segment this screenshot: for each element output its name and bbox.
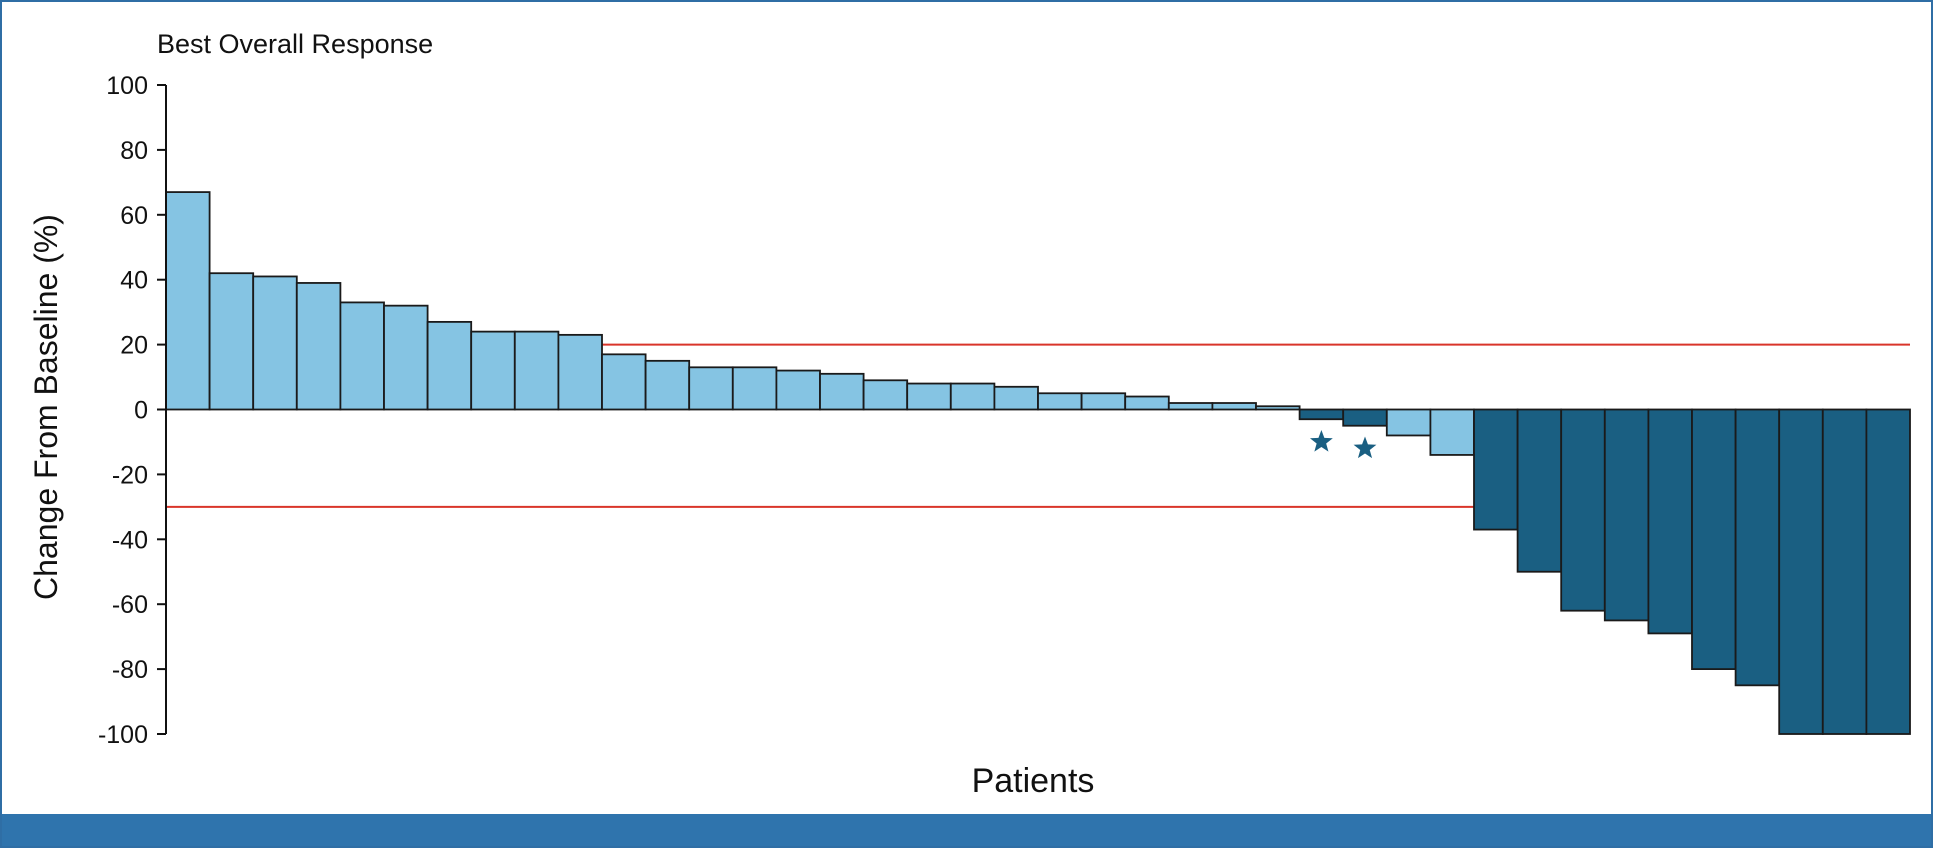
bar <box>1560 408 1606 612</box>
bar <box>1080 392 1127 411</box>
y-tick-label: 100 <box>106 72 148 100</box>
bar <box>1429 408 1475 456</box>
bar <box>1778 408 1824 735</box>
bar <box>949 382 996 411</box>
bar <box>208 272 255 411</box>
x-axis-label: Patients <box>972 762 1095 800</box>
y-tick-label: 0 <box>134 397 148 425</box>
footer-band <box>2 814 1931 846</box>
y-tick-label: -40 <box>112 526 148 554</box>
bar <box>1037 392 1083 411</box>
bar <box>601 353 647 411</box>
bar <box>688 366 734 411</box>
bar <box>906 382 952 411</box>
bar <box>862 379 909 411</box>
bar <box>1255 405 1301 411</box>
bar <box>165 191 211 411</box>
bar <box>1473 408 1519 531</box>
y-tick-label: -80 <box>112 656 148 684</box>
star-markers <box>1309 429 1377 459</box>
bar <box>295 282 342 411</box>
bar <box>1342 408 1388 427</box>
star-marker <box>1309 429 1333 452</box>
bar <box>1647 408 1693 635</box>
bar <box>1211 402 1257 411</box>
y-tick-label: 60 <box>120 202 148 230</box>
bar <box>557 333 603 411</box>
bar <box>819 372 865 411</box>
bar <box>252 275 298 411</box>
bar <box>1124 395 1170 411</box>
bar <box>731 366 778 411</box>
y-ticks: 100 80 60 40 20 0 -20 -40 -60 -80 -100 <box>98 72 166 749</box>
y-tick-label: -100 <box>98 721 148 749</box>
bar <box>1865 408 1911 735</box>
y-tick-label: -20 <box>112 461 148 489</box>
y-tick-label: 20 <box>120 332 148 360</box>
y-tick-label: 80 <box>120 137 148 165</box>
bar <box>513 330 560 411</box>
bar <box>1691 408 1737 671</box>
bar <box>1603 408 1650 622</box>
bar <box>1734 408 1781 687</box>
bar <box>993 385 1039 411</box>
star-marker <box>1353 436 1377 459</box>
bars <box>165 191 1911 735</box>
y-axis-label: Change From Baseline (%) <box>28 214 64 600</box>
bar <box>775 369 821 411</box>
bar <box>1298 408 1345 421</box>
bar <box>470 330 516 411</box>
chart-title: Best Overall Response <box>157 29 433 59</box>
bar <box>339 301 385 411</box>
bar <box>426 320 473 411</box>
y-tick-label: 40 <box>120 267 148 295</box>
bar <box>383 304 429 411</box>
bar <box>1167 402 1214 411</box>
bar <box>644 359 691 411</box>
y-tick-label: -60 <box>112 591 148 619</box>
bar <box>1385 408 1432 437</box>
bar <box>1516 408 1563 573</box>
bar <box>1821 408 1868 735</box>
